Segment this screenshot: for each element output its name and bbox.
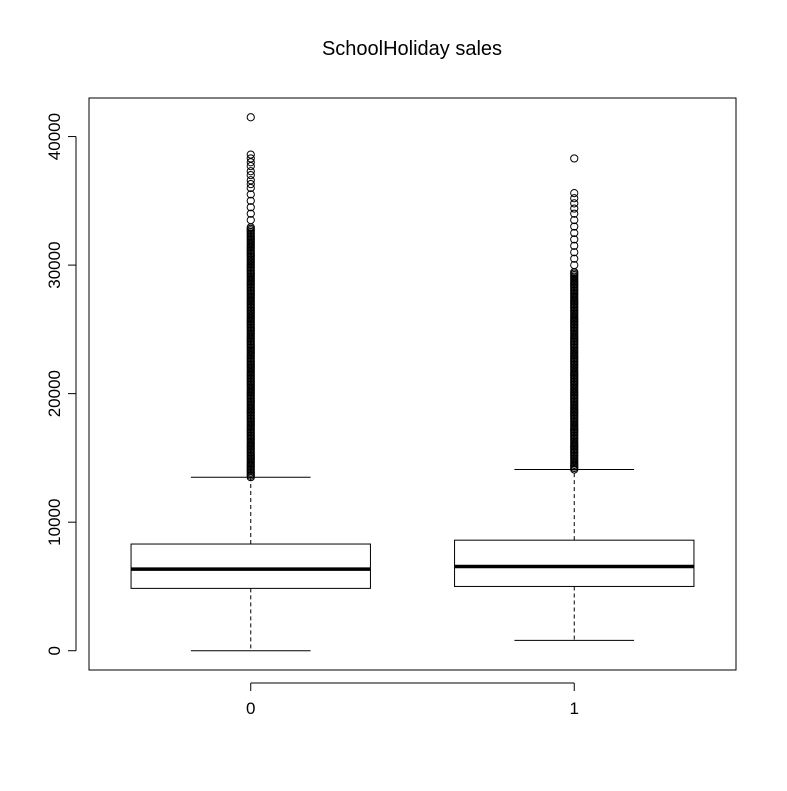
- outlier-point: [246, 183, 255, 193]
- iqr-box: [454, 539, 695, 587]
- box-group-0: [130, 113, 371, 652]
- outlier-point: [570, 254, 579, 263]
- outlier-point: [570, 194, 579, 203]
- y-tick-label: 10000: [45, 499, 64, 546]
- outlier-point: [246, 209, 255, 218]
- boxes-layer: [130, 113, 695, 652]
- outlier-point: [570, 209, 579, 218]
- outlier-point: [570, 248, 579, 257]
- outlier-point: [246, 158, 255, 167]
- outlier-point: [570, 216, 579, 225]
- outlier-point: [570, 235, 579, 244]
- outlier-point: [246, 190, 255, 199]
- outlier-point: [570, 222, 579, 231]
- chart-title: SchoolHoliday sales: [322, 38, 502, 60]
- box-group-1: [454, 154, 695, 641]
- outlier-point: [246, 176, 255, 185]
- outlier-point: [246, 203, 255, 212]
- outlier-point: [570, 228, 579, 238]
- outlier-point: [570, 199, 579, 208]
- outlier-point: [246, 216, 255, 225]
- outlier-point: [246, 154, 255, 163]
- y-tick-label: 20000: [45, 370, 64, 417]
- outlier-point: [570, 189, 579, 198]
- outlier-point: [246, 180, 255, 189]
- x-tick-label: 0: [246, 699, 255, 718]
- y-tick-label: 40000: [45, 113, 64, 160]
- outlier-point: [246, 196, 255, 205]
- outlier-point: [246, 113, 255, 122]
- outlier-point: [246, 162, 255, 171]
- outlier-point: [570, 154, 579, 163]
- plot-frame: [88, 97, 737, 671]
- y-tick-label: 30000: [45, 241, 64, 288]
- outlier-point: [246, 171, 255, 180]
- y-tick-label: 0: [45, 646, 64, 655]
- outlier-point: [570, 261, 579, 270]
- iqr-box: [130, 543, 371, 589]
- x-tick-label: 1: [570, 699, 579, 718]
- outlier-point: [570, 204, 579, 213]
- y-axis: 0 10000 20000 30000 40000: [45, 113, 77, 655]
- outlier-point: [246, 167, 255, 176]
- outlier-point: [246, 150, 255, 159]
- outlier-point: [570, 241, 579, 250]
